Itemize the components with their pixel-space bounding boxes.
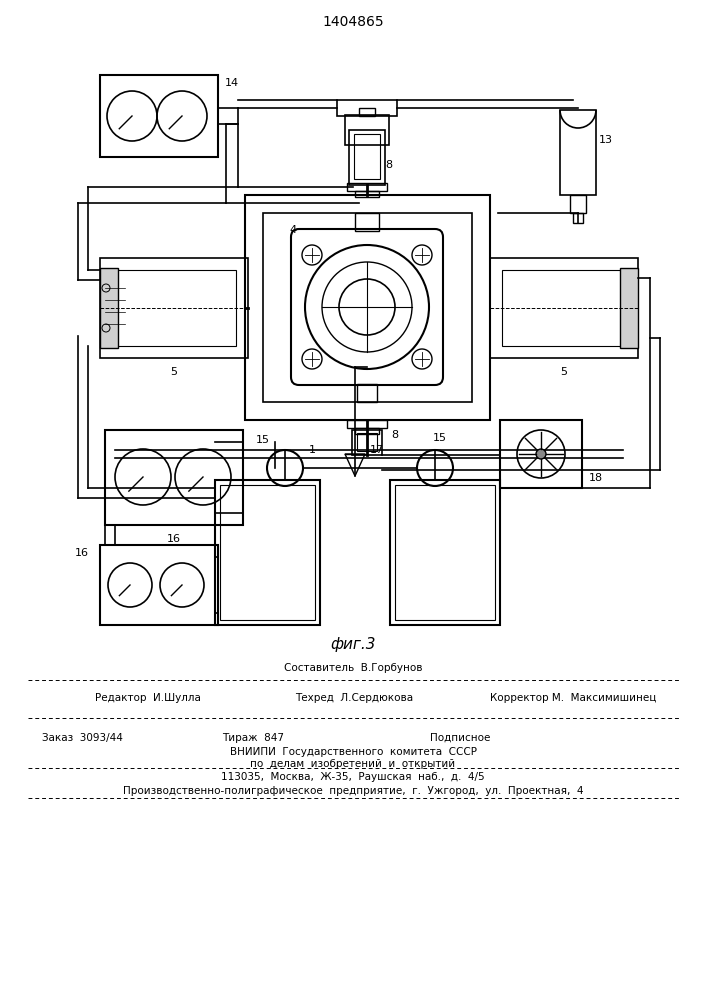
- Bar: [345, 115, 389, 145]
- Text: Подписное: Подписное: [430, 733, 491, 743]
- Text: 5: 5: [170, 367, 177, 377]
- Text: Составитель  В.Горбунов: Составитель В.Горбунов: [284, 663, 422, 673]
- Text: Заказ  3093/44: Заказ 3093/44: [42, 733, 123, 743]
- Bar: [570, 195, 586, 213]
- Bar: [215, 480, 320, 625]
- Bar: [560, 110, 596, 195]
- Bar: [349, 130, 385, 185]
- Bar: [500, 420, 582, 488]
- Bar: [100, 75, 218, 157]
- Bar: [355, 191, 379, 197]
- Bar: [502, 270, 630, 346]
- Text: Корректор М.  Максимишинец: Корректор М. Максимишинец: [490, 693, 656, 703]
- Bar: [390, 480, 500, 625]
- Bar: [355, 428, 379, 434]
- Bar: [357, 433, 377, 451]
- Bar: [573, 213, 583, 223]
- Bar: [395, 485, 495, 620]
- Text: по  делам  изобретений  и  открытий: по делам изобретений и открытий: [250, 759, 455, 769]
- Text: Тираж  847: Тираж 847: [222, 733, 284, 743]
- Text: Редактор  И.Шулла: Редактор И.Шулла: [95, 693, 201, 703]
- Bar: [347, 183, 387, 191]
- Text: 17: 17: [370, 445, 384, 455]
- Text: 113035,  Москва,  Ж-35,  Раушская  наб.,  д.  4/5: 113035, Москва, Ж-35, Раушская наб., д. …: [221, 772, 485, 782]
- Bar: [100, 258, 248, 358]
- Bar: [220, 485, 315, 620]
- Text: Техред  Л.Сердюкова: Техред Л.Сердюкова: [295, 693, 413, 703]
- Text: 5: 5: [561, 367, 568, 377]
- Bar: [357, 384, 377, 402]
- Text: 1404865: 1404865: [322, 15, 384, 29]
- Text: 16: 16: [75, 548, 89, 558]
- Bar: [245, 195, 490, 420]
- Text: ВНИИПИ  Государственного  комитета  СССР: ВНИИПИ Государственного комитета СССР: [230, 747, 477, 757]
- Bar: [352, 430, 382, 455]
- Text: 18: 18: [589, 473, 603, 483]
- Bar: [108, 270, 236, 346]
- Text: 15: 15: [256, 435, 270, 445]
- Bar: [347, 420, 387, 428]
- Text: 14: 14: [225, 78, 239, 88]
- Text: Производственно-полиграфическое  предприятие,  г.  Ужгород,  ул.  Проектная,  4: Производственно-полиграфическое предприя…: [123, 786, 583, 796]
- Bar: [354, 134, 380, 179]
- Text: 1: 1: [308, 445, 315, 455]
- Circle shape: [536, 449, 546, 459]
- Bar: [100, 545, 218, 625]
- Bar: [100, 268, 118, 348]
- Text: 13: 13: [599, 135, 613, 145]
- Bar: [355, 213, 379, 231]
- Text: 4: 4: [289, 225, 296, 235]
- Text: 8: 8: [385, 160, 392, 170]
- Bar: [490, 258, 638, 358]
- Text: 8: 8: [392, 430, 399, 440]
- Bar: [359, 108, 375, 116]
- Text: 16: 16: [167, 534, 181, 544]
- Bar: [337, 100, 397, 116]
- Text: 15: 15: [433, 433, 447, 443]
- Text: фиг.3: фиг.3: [330, 638, 375, 652]
- Bar: [105, 430, 243, 525]
- Bar: [620, 268, 638, 348]
- Bar: [263, 213, 472, 402]
